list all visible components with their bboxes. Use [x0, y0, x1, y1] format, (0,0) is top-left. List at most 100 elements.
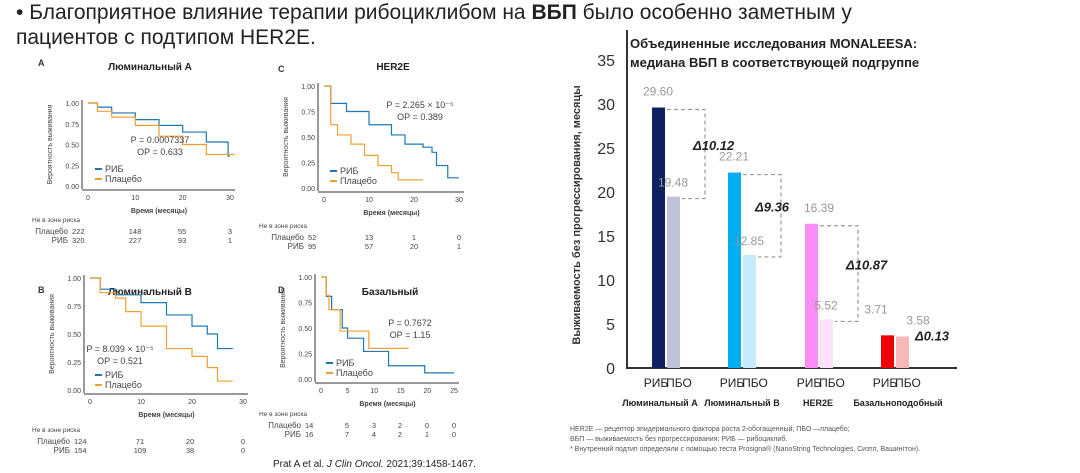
- category-label: Базальноподобный: [853, 398, 942, 408]
- risk-value: 1: [228, 236, 232, 245]
- y-tick-label: 35: [597, 53, 615, 70]
- risk-value: 20: [410, 242, 418, 251]
- y-axis-label: Вероятность выживания: [49, 294, 56, 374]
- bar-x-label: ПБО: [666, 376, 692, 390]
- legend-label: Плацебо: [336, 368, 373, 378]
- x-tick-label: 20: [188, 399, 196, 406]
- bar-value-label: 19.48: [658, 176, 688, 190]
- y-axis-label: Вероятность выживания: [283, 97, 290, 177]
- citation-authors: Prat A et al.: [273, 459, 327, 470]
- km-curve-placebo: [324, 85, 423, 181]
- risk-value: 0: [457, 233, 461, 242]
- legend-label: РИБ: [336, 358, 354, 368]
- hazard-ratio: ОР = 0.389: [397, 112, 443, 122]
- x-tick-label: 0: [88, 399, 92, 406]
- bar-chart: Объединенные исследования MONALEESA: меди…: [571, 30, 957, 408]
- headline-text: было особенно заметным у пациентов с под…: [16, 1, 852, 49]
- panel-letter: B: [38, 285, 45, 295]
- risk-value: 5: [345, 421, 349, 430]
- delta-label: Δ9.36: [754, 200, 790, 215]
- p-value: P = 0.0007337: [131, 135, 190, 145]
- bar-placebo: [896, 336, 909, 368]
- y-tick-label: 1.00: [301, 84, 315, 91]
- x-tick-label: 20: [424, 388, 432, 395]
- risk-row-label: Плацебо: [268, 421, 301, 430]
- y-tick-label: 25: [597, 141, 615, 158]
- bar-value-label: 12.85: [734, 234, 764, 248]
- y-tick-label: 0.25: [67, 360, 81, 367]
- hazard-ratio: ОР = 0.521: [97, 356, 143, 366]
- risk-table-title: Не в зоне риска: [259, 411, 307, 418]
- risk-value: 227: [129, 236, 142, 245]
- y-axis-label: Вероятность выживания: [280, 288, 287, 368]
- bar-rib: [652, 107, 665, 369]
- y-tick-label: 0.25: [65, 163, 79, 170]
- bullet: •: [16, 1, 24, 24]
- x-tick-label: 0: [322, 197, 326, 204]
- risk-row-label: РИБ: [285, 430, 301, 439]
- bar-placebo: [743, 254, 756, 368]
- y-tick-label: 0.75: [65, 122, 79, 129]
- bar-rib: [805, 223, 818, 368]
- km-curve-rib: [88, 102, 230, 157]
- bar-placebo: [667, 196, 680, 368]
- panel-title: Базальный: [362, 287, 419, 298]
- risk-value: 38: [186, 446, 194, 455]
- panel-title: Люминальный A: [108, 62, 192, 73]
- legend-label: РИБ: [105, 370, 123, 380]
- y-tick-label: 15: [597, 229, 615, 246]
- risk-row-label: Плацебо: [35, 227, 68, 236]
- x-tick-label: 25: [450, 388, 458, 395]
- category-label: HER2E: [803, 398, 833, 408]
- legend-label: Плацебо: [105, 174, 142, 184]
- risk-value: 13: [365, 233, 373, 242]
- bar-x-label: РИБ: [720, 376, 745, 390]
- risk-row-label: Плацебо: [271, 233, 304, 242]
- chart-title: Объединенные исследования MONALEESA:: [630, 36, 917, 51]
- bar-placebo: [820, 319, 833, 368]
- hazard-ratio: ОР = 1.15: [390, 330, 431, 340]
- bar-value-label: 3.58: [906, 313, 930, 327]
- footnote: * Внутренний подтип определяли с помощью…: [570, 446, 921, 453]
- x-axis-label: Время (месяцы): [359, 401, 415, 408]
- y-tick-label: 20: [597, 185, 615, 202]
- risk-value: 109: [134, 446, 147, 455]
- bar-rib: [728, 172, 741, 368]
- bar-value-label: 22.21: [719, 150, 749, 164]
- x-tick-label: 0: [86, 195, 90, 202]
- y-tick-label: 0.75: [298, 301, 312, 308]
- y-tick-label: 0.00: [298, 377, 312, 384]
- x-tick-label: 10: [365, 197, 373, 204]
- hazard-ratio: ОР = 0.633: [137, 147, 183, 157]
- bar-value-label: 29.60: [643, 85, 673, 99]
- x-tick-label: 10: [370, 388, 378, 395]
- footnote: HER2E — рецептор эпидермального фактора …: [570, 426, 850, 433]
- delta-bracket: [820, 225, 859, 323]
- legend-label: РИБ: [340, 166, 358, 176]
- x-tick-label: 20: [410, 197, 418, 204]
- x-tick-label: 20: [179, 195, 187, 202]
- risk-value: 95: [308, 242, 316, 251]
- risk-value: 4: [372, 430, 376, 439]
- bar-x-label: РИБ: [644, 376, 669, 390]
- x-tick-label: 30: [455, 197, 463, 204]
- x-tick-label: 30: [239, 399, 247, 406]
- risk-value: 2: [398, 421, 402, 430]
- y-tick-label: 0.25: [298, 352, 312, 359]
- risk-value: 1: [457, 242, 461, 251]
- risk-value: 0: [241, 446, 245, 455]
- p-value: P = 8.039 × 10⁻⁵: [86, 344, 154, 354]
- y-tick-label: 1.00: [65, 101, 79, 108]
- risk-value: 124: [74, 437, 87, 446]
- panel-title: HER2E: [376, 62, 410, 73]
- km-plots: A Люминальный A0.000.250.500.751.000 10 20 3…: [32, 58, 464, 455]
- km-panel-B: B Люминальный B0.000.250.500.751.000 10 20 3…: [32, 275, 248, 455]
- headline-bold: ВБП: [531, 1, 577, 24]
- citation: Prat A et al. J Clin Oncol. 2021;39:1458…: [273, 459, 476, 470]
- bar-x-label: РИБ: [873, 376, 898, 390]
- y-tick-label: 0: [606, 361, 615, 378]
- risk-value: 55: [178, 227, 186, 236]
- km-curve-rib: [90, 277, 233, 350]
- headline-text: Благоприятное влияние терапии рибоциклиб…: [29, 1, 532, 24]
